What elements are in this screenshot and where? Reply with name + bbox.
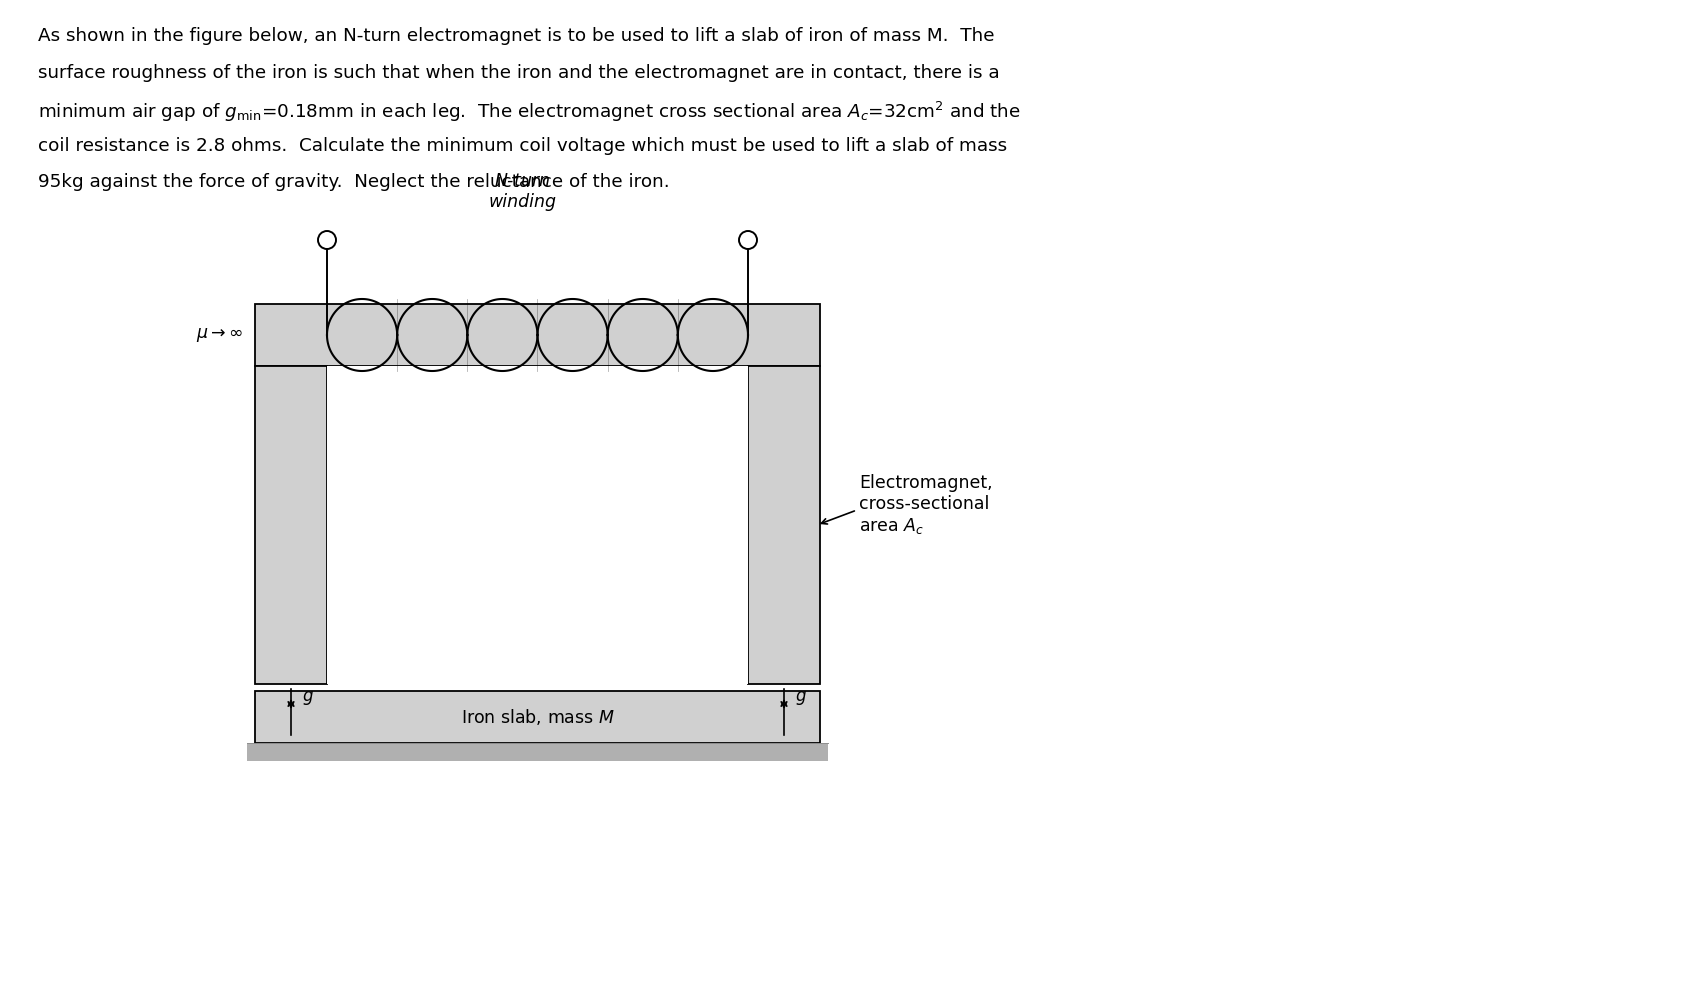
Text: surface roughness of the iron is such that when the iron and the electromagnet a: surface roughness of the iron is such th… xyxy=(37,63,1000,81)
Text: $\mu\rightarrow\infty$: $\mu\rightarrow\infty$ xyxy=(196,326,244,344)
Text: coil resistance is 2.8 ohms.  Calculate the minimum coil voltage which must be u: coil resistance is 2.8 ohms. Calculate t… xyxy=(37,136,1007,154)
Text: Iron slab, mass $M$: Iron slab, mass $M$ xyxy=(460,707,615,727)
Text: As shown in the figure below, an N-turn electromagnet is to be used to lift a sl: As shown in the figure below, an N-turn … xyxy=(37,27,995,45)
Text: Electromagnet,
cross-sectional
area $A_c$: Electromagnet, cross-sectional area $A_c… xyxy=(859,474,993,536)
Circle shape xyxy=(319,231,336,249)
Bar xyxy=(256,691,820,743)
Text: minimum air gap of $g_{\rm min}$=0.18mm in each leg.  The electromagnet cross se: minimum air gap of $g_{\rm min}$=0.18mm … xyxy=(37,100,1021,124)
Circle shape xyxy=(740,231,757,249)
Text: $g$: $g$ xyxy=(796,689,808,707)
Text: 95kg against the force of gravity.  Neglect the reluctance of the iron.: 95kg against the force of gravity. Negle… xyxy=(37,173,670,191)
Bar xyxy=(247,743,828,761)
Bar xyxy=(327,366,748,684)
Text: $g$: $g$ xyxy=(302,689,314,707)
Text: $N$-turn
winding: $N$-turn winding xyxy=(489,172,557,211)
Bar xyxy=(256,366,327,684)
Bar xyxy=(748,366,820,684)
Bar xyxy=(256,304,820,366)
